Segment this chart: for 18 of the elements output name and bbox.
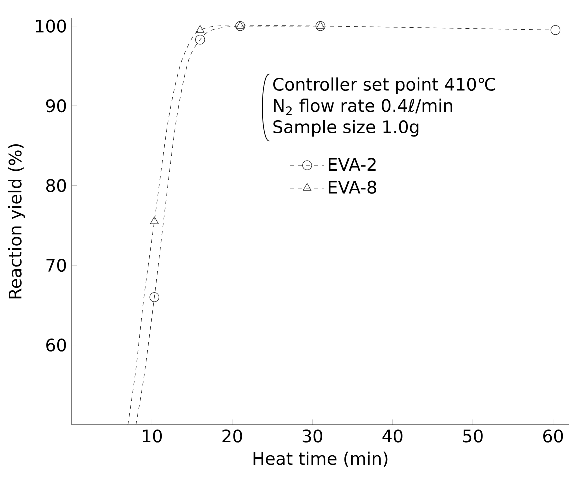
y-axis-title: Reaction yield (%) (8, 144, 26, 299)
x-tick-label: 10 (143, 430, 162, 443)
x-tick-label: 20 (222, 430, 242, 443)
x-tick-label: 30 (302, 430, 322, 443)
annotation: N$_{2}$ flow rate 0.4ℓ/min (274, 98, 452, 116)
y-tick-label: 60 (46, 338, 66, 352)
x-tick-label: 50 (463, 430, 483, 443)
legend-label: EVA-8 (328, 180, 376, 194)
y-tick-label: 90 (46, 100, 66, 113)
y-tick-label: 80 (46, 179, 66, 192)
y-tick-label: 70 (46, 258, 66, 272)
x-tick-label: 60 (544, 430, 564, 443)
legend-label: EVA-2 (328, 158, 376, 171)
y-tick-label: 100 (36, 20, 66, 33)
x-tick-label: 40 (382, 430, 403, 443)
annotation: Sample size 1.0g (274, 120, 419, 137)
annotation: Controller set point 410℃ (274, 78, 496, 94)
x-axis-title: Heat time (min) (254, 452, 388, 468)
